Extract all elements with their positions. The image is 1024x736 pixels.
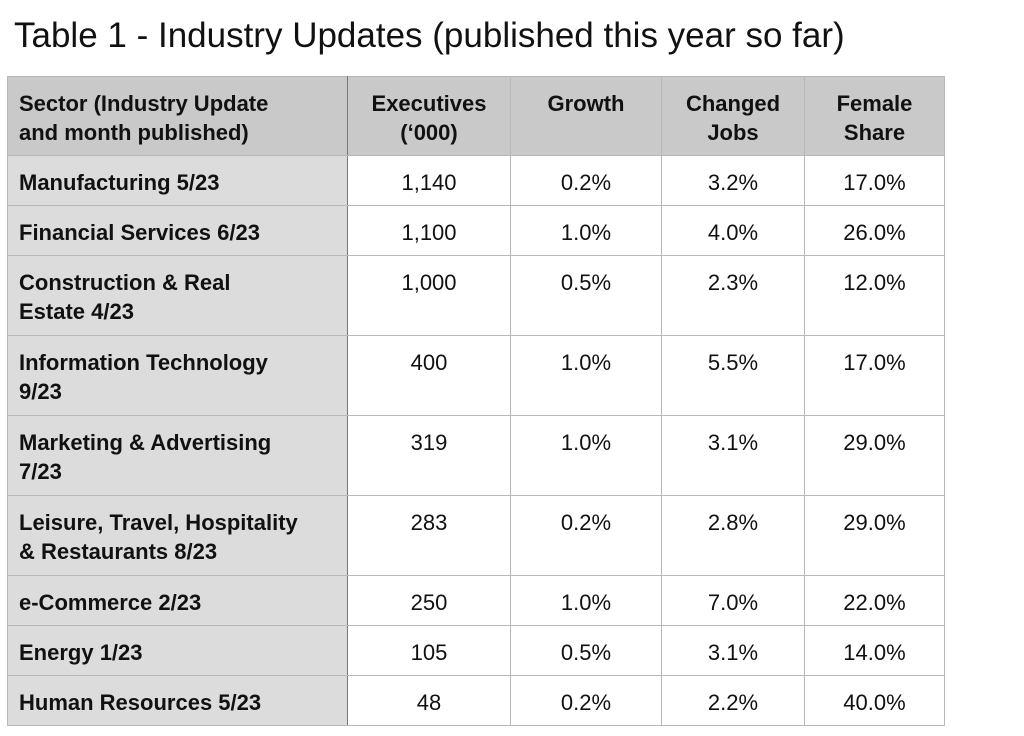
changed-jobs-cell: 3.2% — [661, 155, 805, 206]
female-share-cell: 26.0% — [804, 205, 945, 256]
table-row: Human Resources 5/23 48 0.2% 2.2% 40.0% — [7, 675, 945, 726]
executives-cell: 1,140 — [347, 155, 511, 206]
sector-cell: Manufacturing 5/23 — [7, 155, 348, 206]
column-header-executives: Executives (‘000) — [347, 76, 511, 156]
table-header-row: Sector (Industry Update and month publis… — [7, 76, 945, 156]
sector-cell: Human Resources 5/23 — [7, 675, 348, 726]
executives-cell: 283 — [347, 495, 511, 576]
female-share-cell: 12.0% — [804, 255, 945, 336]
growth-cell: 1.0% — [510, 205, 662, 256]
growth-cell: 0.2% — [510, 155, 662, 206]
female-share-cell: 22.0% — [804, 575, 945, 626]
female-share-cell: 17.0% — [804, 335, 945, 416]
column-header-changed-jobs: Changed Jobs — [661, 76, 805, 156]
table-row: Leisure, Travel, Hospitality & Restauran… — [7, 495, 945, 576]
industry-updates-table: Sector (Industry Update and month publis… — [7, 76, 945, 726]
sector-cell: Construction & Real Estate 4/23 — [7, 255, 348, 336]
female-share-cell: 29.0% — [804, 415, 945, 496]
sector-cell: Leisure, Travel, Hospitality & Restauran… — [7, 495, 348, 576]
executives-cell: 1,100 — [347, 205, 511, 256]
executives-cell: 48 — [347, 675, 511, 726]
changed-jobs-cell: 2.3% — [661, 255, 805, 336]
changed-jobs-cell: 4.0% — [661, 205, 805, 256]
table-row: Energy 1/23 105 0.5% 3.1% 14.0% — [7, 625, 945, 676]
table-row: Marketing & Advertising 7/23 319 1.0% 3.… — [7, 415, 945, 496]
table-title: Table 1 - Industry Updates (published th… — [14, 16, 845, 55]
table-row: Information Technology 9/23 400 1.0% 5.5… — [7, 335, 945, 416]
growth-cell: 1.0% — [510, 335, 662, 416]
executives-cell: 319 — [347, 415, 511, 496]
female-share-cell: 14.0% — [804, 625, 945, 676]
sector-cell: e-Commerce 2/23 — [7, 575, 348, 626]
sector-cell: Energy 1/23 — [7, 625, 348, 676]
changed-jobs-cell: 3.1% — [661, 415, 805, 496]
sector-cell: Financial Services 6/23 — [7, 205, 348, 256]
column-header-growth: Growth — [510, 76, 662, 156]
table-row: Financial Services 6/23 1,100 1.0% 4.0% … — [7, 205, 945, 256]
executives-cell: 105 — [347, 625, 511, 676]
female-share-cell: 40.0% — [804, 675, 945, 726]
growth-cell: 0.5% — [510, 625, 662, 676]
table-row: Manufacturing 5/23 1,140 0.2% 3.2% 17.0% — [7, 155, 945, 206]
growth-cell: 0.2% — [510, 675, 662, 726]
growth-cell: 0.5% — [510, 255, 662, 336]
sector-cell: Marketing & Advertising 7/23 — [7, 415, 348, 496]
table-row: Construction & Real Estate 4/23 1,000 0.… — [7, 255, 945, 336]
executives-cell: 400 — [347, 335, 511, 416]
changed-jobs-cell: 2.8% — [661, 495, 805, 576]
sector-cell: Information Technology 9/23 — [7, 335, 348, 416]
executives-cell: 250 — [347, 575, 511, 626]
female-share-cell: 29.0% — [804, 495, 945, 576]
column-header-female-share: Female Share — [804, 76, 945, 156]
female-share-cell: 17.0% — [804, 155, 945, 206]
changed-jobs-cell: 2.2% — [661, 675, 805, 726]
changed-jobs-cell: 5.5% — [661, 335, 805, 416]
table-row: e-Commerce 2/23 250 1.0% 7.0% 22.0% — [7, 575, 945, 626]
executives-cell: 1,000 — [347, 255, 511, 336]
growth-cell: 1.0% — [510, 575, 662, 626]
changed-jobs-cell: 3.1% — [661, 625, 805, 676]
growth-cell: 1.0% — [510, 415, 662, 496]
column-header-sector: Sector (Industry Update and month publis… — [7, 76, 348, 156]
changed-jobs-cell: 7.0% — [661, 575, 805, 626]
growth-cell: 0.2% — [510, 495, 662, 576]
